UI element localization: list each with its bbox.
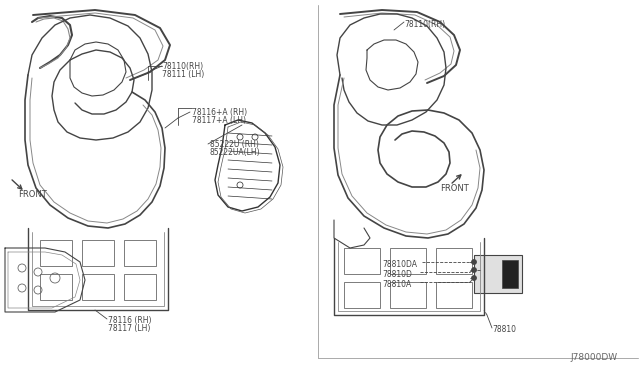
Bar xyxy=(40,240,72,266)
Text: 78116+A (RH): 78116+A (RH) xyxy=(192,108,247,117)
Bar xyxy=(390,248,426,274)
Text: 78111 (LH): 78111 (LH) xyxy=(162,70,204,79)
Circle shape xyxy=(472,260,476,264)
Bar xyxy=(82,240,114,266)
Text: FRONT: FRONT xyxy=(440,184,468,193)
Bar xyxy=(436,282,472,308)
Text: 78810A: 78810A xyxy=(382,280,412,289)
Bar xyxy=(436,248,472,274)
Text: 85222U (RH): 85222U (RH) xyxy=(210,140,259,149)
Bar xyxy=(344,248,380,274)
Text: 78810D: 78810D xyxy=(382,270,412,279)
Text: 78117+A (LH): 78117+A (LH) xyxy=(192,116,246,125)
Text: 85222UA(LH): 85222UA(LH) xyxy=(210,148,260,157)
Text: 78110(RH): 78110(RH) xyxy=(162,62,203,71)
Bar xyxy=(474,255,522,293)
Circle shape xyxy=(472,276,476,280)
Text: 78117 (LH): 78117 (LH) xyxy=(108,324,150,333)
Text: 78810DA: 78810DA xyxy=(382,260,417,269)
Bar xyxy=(82,274,114,300)
Text: FRONT: FRONT xyxy=(18,190,47,199)
Bar xyxy=(344,282,380,308)
Bar xyxy=(124,274,156,300)
Text: 78116 (RH): 78116 (RH) xyxy=(108,316,152,325)
Bar xyxy=(502,260,518,288)
Circle shape xyxy=(472,268,476,272)
Text: J78000DW: J78000DW xyxy=(570,353,617,362)
Bar xyxy=(124,240,156,266)
Text: 78110(RH): 78110(RH) xyxy=(404,20,445,29)
Bar xyxy=(390,282,426,308)
Bar xyxy=(40,274,72,300)
Text: 78810: 78810 xyxy=(492,325,516,334)
